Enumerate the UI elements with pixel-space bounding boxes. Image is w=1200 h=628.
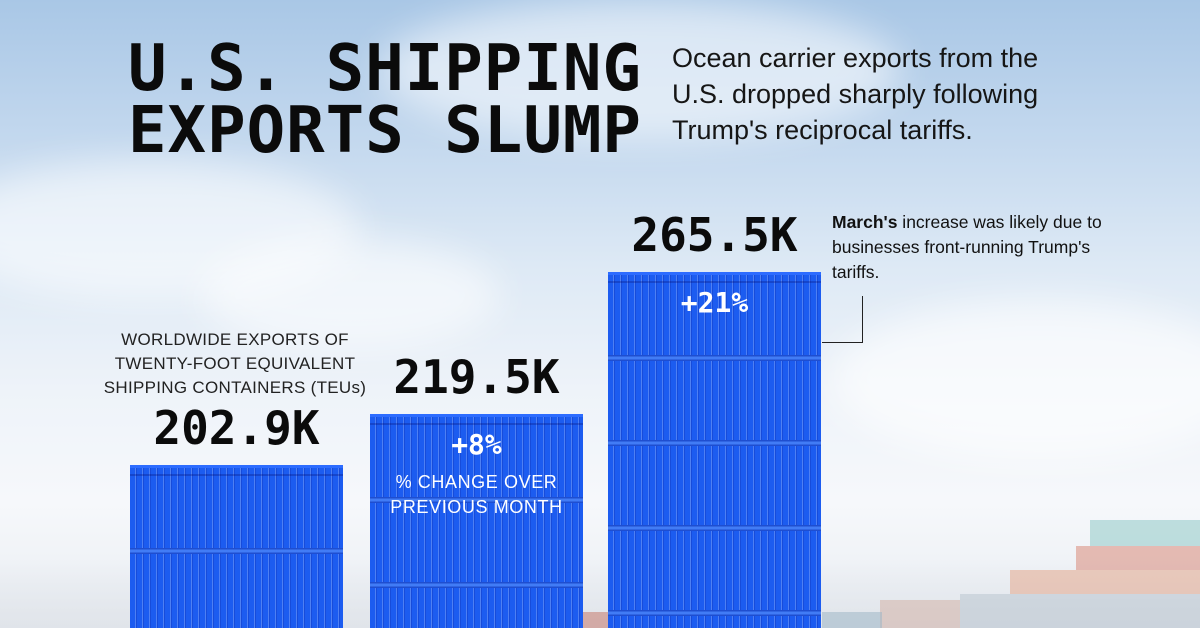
pct-change-label-2: +21% <box>680 286 749 319</box>
annotation-leader-line <box>822 296 863 343</box>
container-seam <box>130 548 343 554</box>
bar-2 <box>608 272 821 628</box>
cloud <box>380 0 900 140</box>
cloud <box>200 240 500 350</box>
container-seam <box>370 582 583 588</box>
title-line-2: EXPORTS SLUMP <box>128 94 642 168</box>
chart-title: U.S. SHIPPING EXPORTS SLUMP <box>128 37 642 163</box>
container-seam <box>608 355 821 361</box>
bar-0 <box>130 465 343 628</box>
container-seam <box>370 497 583 503</box>
value-label-0: 202.9K <box>153 401 320 455</box>
annotation-march: March's increase was likely due to busin… <box>832 210 1132 285</box>
container-seam <box>608 440 821 446</box>
pct-change-label-1: +8% <box>451 428 502 461</box>
value-label-1: 219.5K <box>393 350 560 404</box>
chart-subtitle: Ocean carrier exports from the U.S. drop… <box>672 43 1039 145</box>
annotation-bold: March's <box>832 212 898 232</box>
value-label-2: 265.5K <box>631 208 798 262</box>
annotation-text: increase was likely due to businesses fr… <box>832 212 1102 282</box>
title-line-1: U.S. SHIPPING <box>128 32 642 106</box>
container-seam <box>608 525 821 531</box>
pct-change-note: % CHANGE OVER PREVIOUS MONTH <box>390 472 563 517</box>
bar-1 <box>370 414 583 628</box>
y-axis-label: WORLDWIDE EXPORTS OF TWENTY-FOOT EQUIVAL… <box>103 330 367 397</box>
container-seam <box>608 610 821 616</box>
cloud <box>830 300 1200 460</box>
